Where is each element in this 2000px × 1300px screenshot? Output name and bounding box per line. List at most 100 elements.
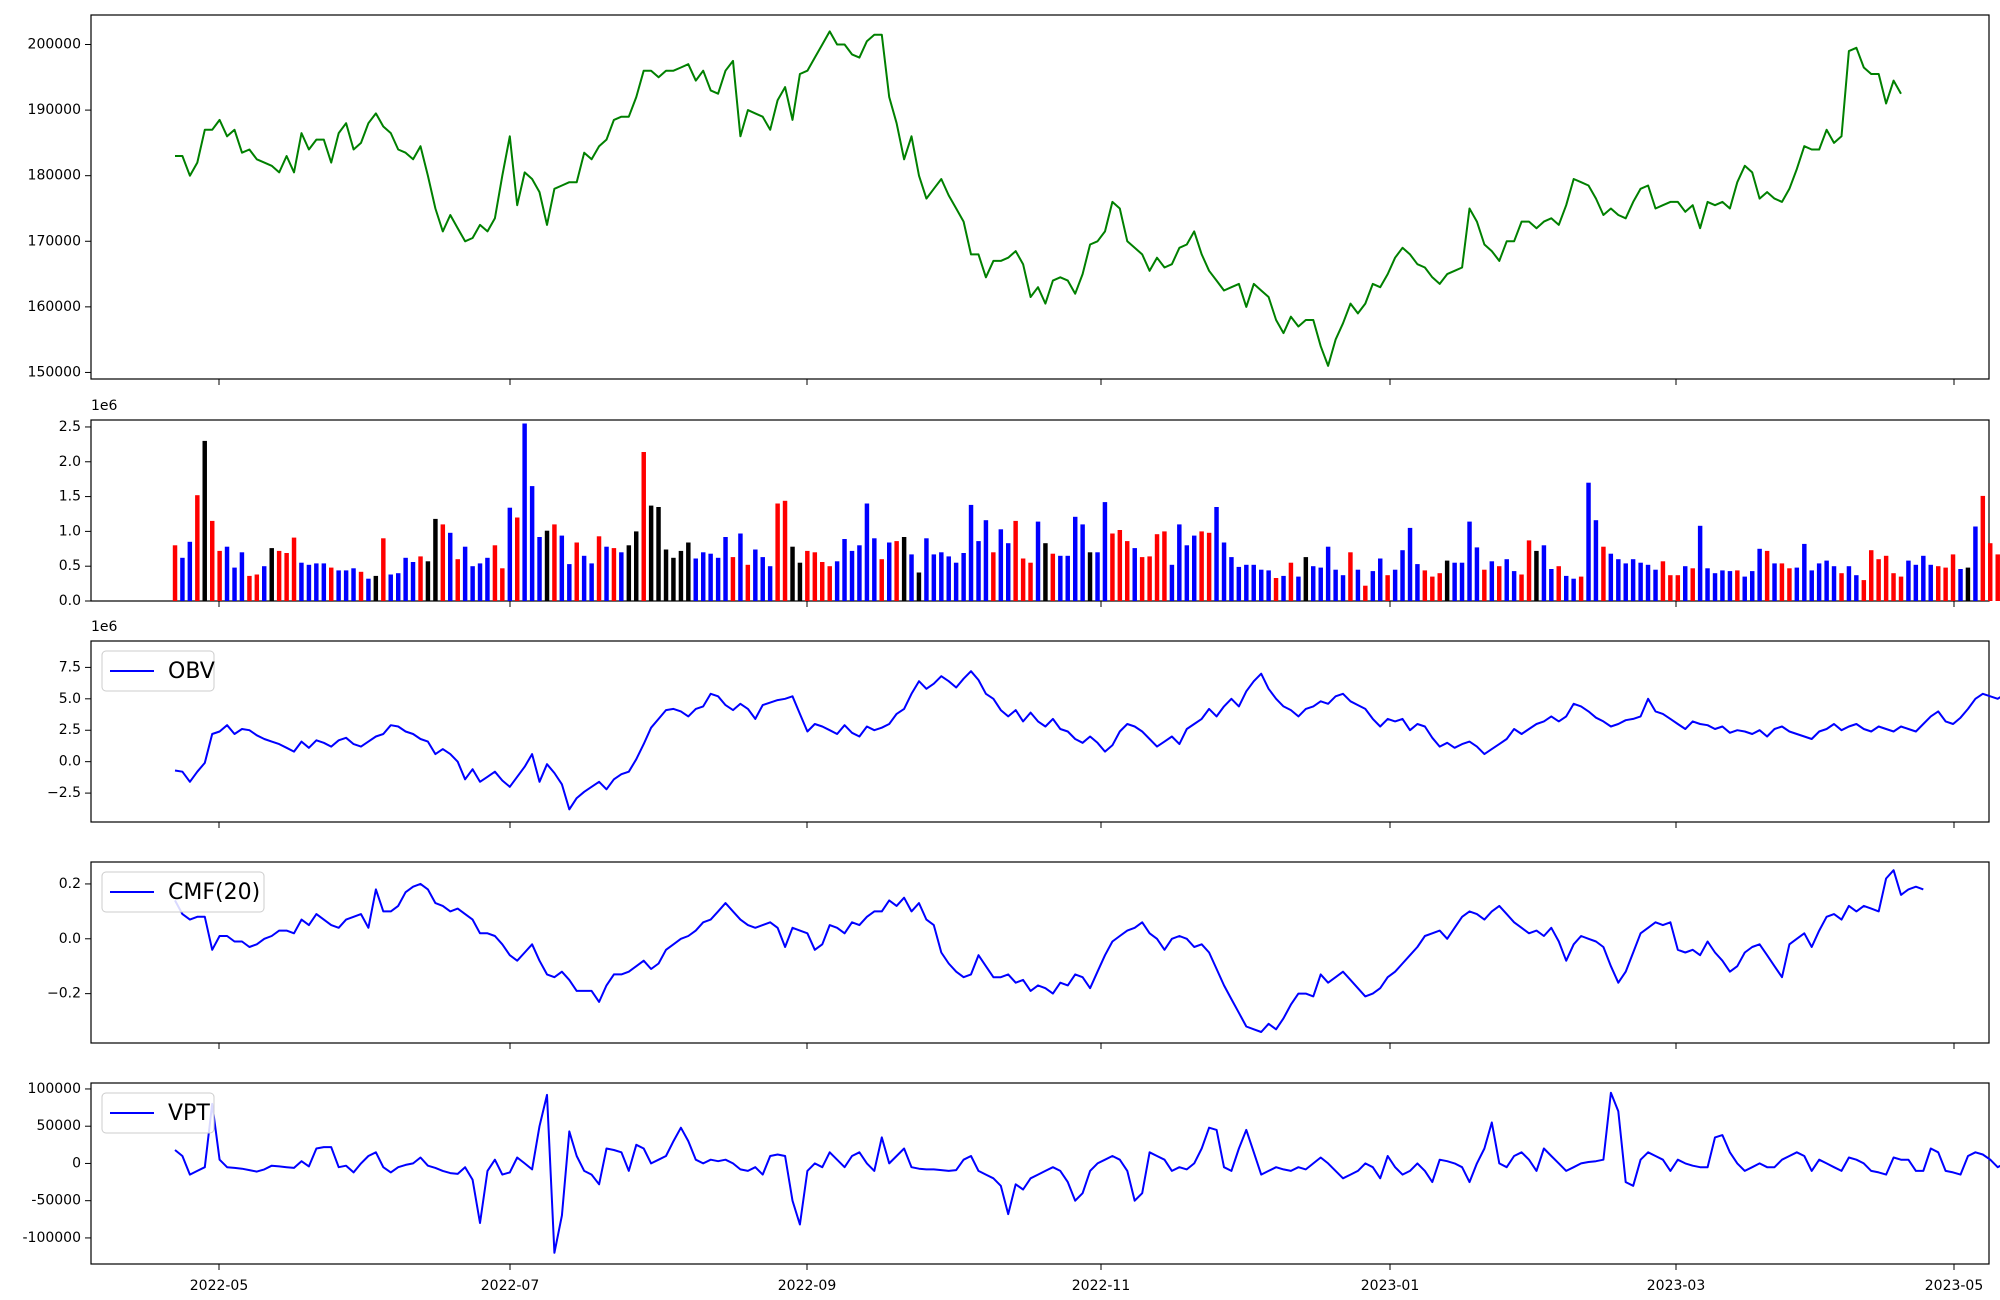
- volume-bar: [1221, 542, 1227, 601]
- volume-bar: [1058, 555, 1063, 602]
- volume-bar: [738, 533, 743, 601]
- volume-bar: [1936, 566, 1941, 601]
- volume-bar: [1043, 543, 1048, 601]
- x-tick-label: 2022-11: [1072, 1278, 1131, 1294]
- volume-bar: [686, 542, 691, 601]
- volume-bar: [693, 558, 698, 601]
- legend-box: [101, 650, 215, 692]
- volume-bar: [1311, 566, 1316, 601]
- volume-bar: [1757, 548, 1762, 601]
- volume-bar: [1497, 566, 1502, 601]
- volume-bar: [462, 546, 468, 601]
- volume-bar: [1675, 575, 1681, 601]
- volume-bar: [1712, 573, 1718, 601]
- volume-bar: [775, 503, 780, 601]
- volume-bar: [470, 566, 475, 601]
- volume-bar: [760, 557, 765, 601]
- volume-bar: [1541, 545, 1547, 601]
- volume-bar: [924, 538, 929, 601]
- volume-bar: [351, 568, 356, 601]
- volume-bar: [500, 568, 505, 601]
- volume-bar: [1422, 570, 1428, 601]
- volume-bar: [767, 566, 773, 601]
- volume-bar: [790, 546, 795, 601]
- volume-bar: [909, 554, 914, 601]
- volume-bar: [1340, 575, 1346, 601]
- volume-bar: [210, 520, 215, 601]
- y-tick-label: 200000: [28, 37, 81, 53]
- volume-bar: [1846, 566, 1852, 601]
- volume-bar: [492, 545, 498, 601]
- volume-bar: [1028, 562, 1033, 601]
- volume-bar: [485, 557, 490, 601]
- legend-label: VPT: [168, 1101, 210, 1126]
- volume-bar: [276, 550, 282, 601]
- legend-label: OBV: [168, 659, 215, 684]
- y-tick-label: 2.5: [59, 419, 81, 435]
- y-offset-label: 1e6: [91, 398, 118, 414]
- volume-bar: [567, 564, 572, 601]
- volume-bar: [1474, 547, 1480, 601]
- volume-bar: [262, 566, 267, 601]
- x-tick-label: 2022-07: [481, 1278, 540, 1294]
- volume-bar: [1125, 541, 1130, 601]
- volume-bar: [1035, 521, 1041, 601]
- volume-bar: [1891, 573, 1896, 601]
- volume-bar: [418, 556, 423, 601]
- volume-bar: [812, 552, 818, 601]
- volume-bar: [1802, 543, 1807, 601]
- volume-bar: [634, 531, 639, 601]
- volume-bar: [172, 545, 178, 601]
- volume-bar: [1482, 569, 1487, 601]
- volume-bar: [1236, 566, 1242, 601]
- volume-bar: [1378, 558, 1383, 601]
- y-tick-label: 190000: [28, 102, 81, 118]
- volume-bar: [983, 520, 989, 601]
- volume-bar: [656, 507, 661, 601]
- y-tick-label: -100000: [23, 1230, 82, 1246]
- legend: OBV: [101, 650, 215, 692]
- volume-bar: [1973, 526, 1978, 601]
- volume-bar: [1571, 578, 1576, 601]
- volume-bar: [1110, 533, 1115, 601]
- volume-bar: [396, 573, 401, 601]
- y-tick-label: −0.2: [47, 986, 81, 1002]
- vpt-line: [174, 1091, 2000, 1254]
- volume-bar: [1764, 550, 1770, 601]
- volume-bar: [343, 570, 349, 601]
- volume-bar: [1616, 559, 1621, 601]
- volume-bar: [321, 563, 327, 601]
- volume-bar: [663, 549, 669, 601]
- volume-bar: [232, 567, 237, 601]
- volume-bar: [336, 570, 341, 601]
- volume-bar: [1564, 575, 1569, 601]
- volume-bar: [834, 561, 840, 601]
- volume-bar: [247, 575, 252, 601]
- volume-bar: [1861, 580, 1867, 601]
- volume-bar: [1869, 550, 1874, 601]
- axes-frame: [90, 1082, 1990, 1265]
- y-tick-label: 2.5: [59, 722, 81, 738]
- x-tick-label: 2023-01: [1361, 1278, 1420, 1294]
- volume-bar: [1526, 540, 1532, 601]
- volume-bar: [440, 524, 446, 601]
- volume-bar: [1303, 557, 1309, 601]
- volume-bar: [1400, 550, 1405, 601]
- volume-bar: [1653, 569, 1658, 601]
- y-tick-label: 7.5: [59, 659, 81, 675]
- y-tick-label: 0.0: [59, 754, 81, 770]
- y-tick-label: 170000: [28, 233, 81, 249]
- volume-bar: [1065, 555, 1070, 602]
- volume-bar: [1534, 550, 1539, 601]
- y-tick-label: 150000: [28, 364, 81, 380]
- volume-bar: [901, 537, 907, 601]
- volume-bar: [1883, 555, 1889, 602]
- y-tick-label: −2.5: [47, 785, 81, 801]
- volume-bar: [1206, 532, 1212, 601]
- volume-bar: [1854, 575, 1859, 601]
- volume-bar: [1430, 576, 1435, 601]
- volume-bar: [1184, 545, 1190, 601]
- volume-bar: [626, 545, 632, 601]
- volume-bar: [1809, 570, 1814, 601]
- volume-bar: [1363, 585, 1368, 601]
